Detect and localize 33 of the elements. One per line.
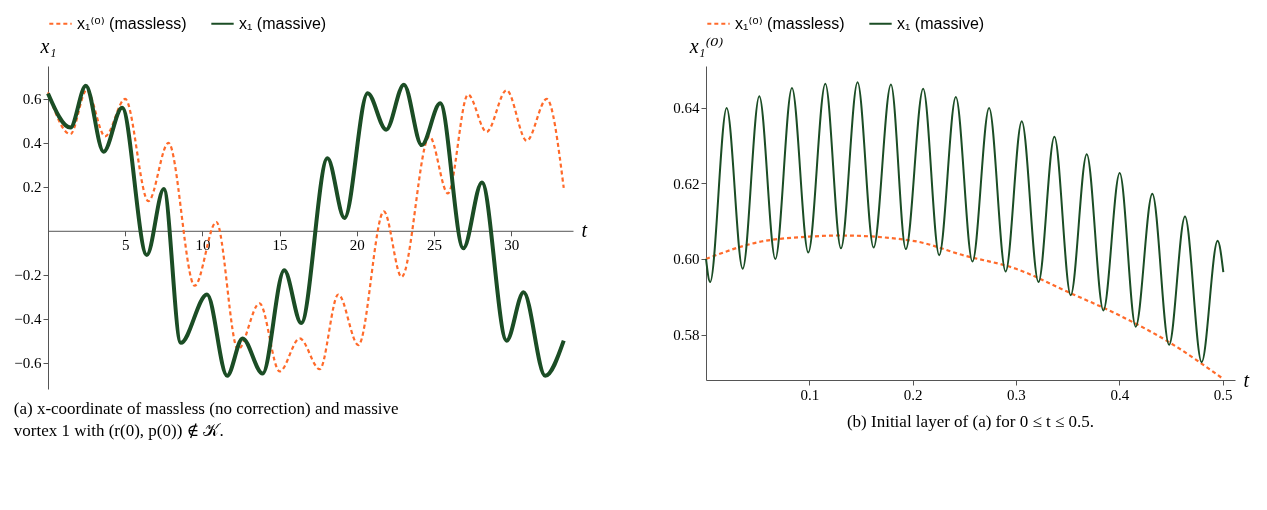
y-tick-label: 0.58 bbox=[673, 327, 700, 344]
legend-label: x₁ (massive) bbox=[239, 14, 327, 32]
x-tick-label: 0.3 bbox=[1007, 386, 1026, 403]
x-axis-title: t bbox=[581, 219, 588, 242]
x-tick-label: 0.2 bbox=[903, 386, 923, 403]
x-tick-label: 25 bbox=[427, 237, 443, 254]
y-axis-title: x₁⁽⁰⁾ bbox=[688, 34, 724, 57]
x-tick-label: 10 bbox=[195, 237, 211, 254]
y-tick-label: 0.6 bbox=[22, 91, 42, 108]
text: (b) Initial layer of (a) for 0 ≤ t ≤ 0.5. bbox=[846, 412, 1095, 431]
x-tick-label: 20 bbox=[349, 237, 365, 254]
x-tick-label: 15 bbox=[272, 237, 288, 254]
y-axis-title: x₁ bbox=[39, 34, 57, 57]
y-tick-label: −0.2 bbox=[14, 267, 42, 284]
y-tick-label: 0.62 bbox=[673, 175, 700, 192]
x-tick-label: 0.5 bbox=[1213, 386, 1233, 403]
legend-label: x₁⁽⁰⁾ (massless) bbox=[735, 14, 845, 32]
legend-label: x₁⁽⁰⁾ (massless) bbox=[77, 14, 187, 32]
x-axis-title: t bbox=[1243, 368, 1250, 391]
x-tick-label: 5 bbox=[121, 237, 130, 254]
x-tick-label: 0.4 bbox=[1110, 386, 1130, 403]
y-tick-label: 0.64 bbox=[673, 100, 700, 117]
x-tick-label: 30 bbox=[504, 237, 520, 254]
y-tick-label: 0.2 bbox=[22, 179, 42, 196]
legend-label: x₁ (massive) bbox=[897, 14, 985, 32]
line-series bbox=[704, 234, 1224, 380]
y-tick-label: −0.4 bbox=[14, 311, 42, 328]
y-tick-label: 0.60 bbox=[673, 251, 700, 268]
y-tick-label: 0.4 bbox=[22, 135, 42, 152]
x-tick-label: 0.1 bbox=[800, 386, 820, 403]
line-series bbox=[705, 81, 1225, 364]
y-tick-label: −0.6 bbox=[14, 355, 42, 372]
text: (a) x-coordinate of massless (no correction) and massive vortex 1 with (r(0), p(0)) ∉ 𝒦. bbox=[13, 399, 399, 440]
